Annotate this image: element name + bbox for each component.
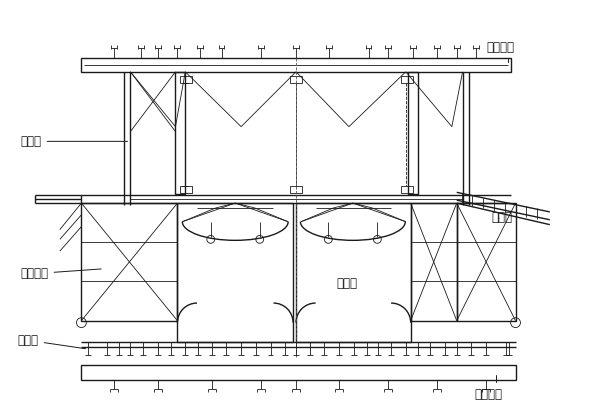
Bar <box>81 365 515 381</box>
Bar <box>176 72 185 194</box>
Text: 前下横梁: 前下横梁 <box>474 375 502 401</box>
Bar <box>81 203 177 321</box>
Bar <box>81 58 511 72</box>
Bar <box>296 203 411 342</box>
Bar <box>290 186 302 193</box>
Bar <box>177 203 293 342</box>
Bar <box>290 76 302 82</box>
Bar <box>401 186 413 193</box>
Text: 内导梁: 内导梁 <box>336 277 358 290</box>
Text: 外导梁: 外导梁 <box>491 211 512 224</box>
Bar <box>408 72 417 194</box>
Text: 菱形架: 菱形架 <box>21 135 127 148</box>
Text: 底纵梁: 底纵梁 <box>18 334 85 349</box>
Bar <box>411 203 457 321</box>
Bar <box>401 76 413 82</box>
Text: 外模系统: 外模系统 <box>21 267 101 280</box>
Text: 前上横梁: 前上横梁 <box>486 41 514 62</box>
Bar <box>457 203 515 321</box>
Bar <box>180 76 192 82</box>
Bar <box>180 186 192 193</box>
